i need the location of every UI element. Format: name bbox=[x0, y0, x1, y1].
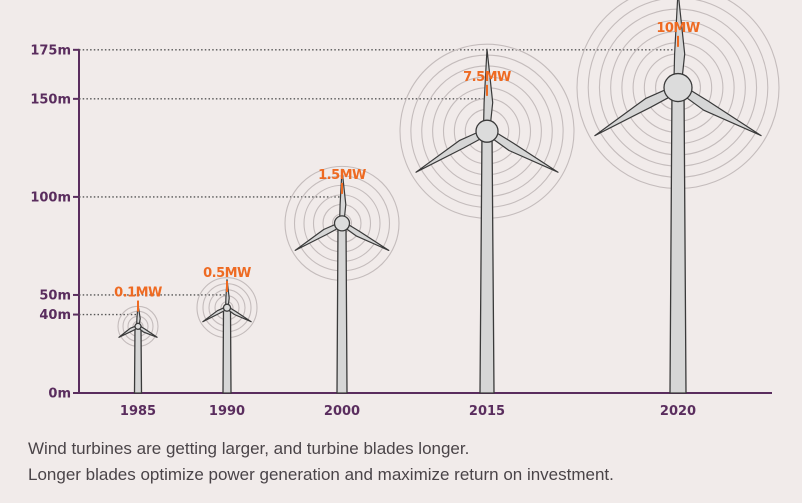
hub bbox=[222, 303, 232, 312]
y-tick-label-0m: 0m bbox=[48, 387, 71, 402]
caption-line-2: Longer blades optimize power generation … bbox=[28, 465, 614, 484]
capacity-label-0.5MW: 0.5MW bbox=[203, 266, 251, 281]
turbine-1985 bbox=[117, 303, 159, 394]
labels-layer: 0m 40m 50m 100m 150m 175m 0.1MW 1985 0.5MW 1990 1.… bbox=[30, 21, 700, 419]
x-tick-label-1990: 1990 bbox=[209, 404, 245, 419]
capacity-label-7.5MW: 7.5MW bbox=[463, 70, 511, 85]
hub bbox=[663, 72, 693, 103]
turbine-2000 bbox=[284, 165, 400, 394]
hub bbox=[475, 119, 499, 143]
tower bbox=[479, 130, 495, 394]
x-tick-label-1985: 1985 bbox=[120, 404, 156, 419]
capacity-label-1.5MW: 1.5MW bbox=[318, 168, 366, 183]
hub bbox=[333, 215, 351, 232]
axis-layer bbox=[73, 48, 772, 394]
x-tick-label-2000: 2000 bbox=[324, 404, 360, 419]
x-tick-label-2020: 2020 bbox=[660, 404, 696, 419]
y-tick-label-175m: 175m bbox=[30, 43, 71, 58]
turbine-1990 bbox=[196, 277, 258, 394]
y-tick-label-100m: 100m bbox=[30, 190, 71, 205]
turbine-2015 bbox=[399, 43, 575, 394]
turbine-2020 bbox=[576, 0, 780, 394]
tower bbox=[222, 307, 232, 394]
y-tick-label-150m: 150m bbox=[30, 92, 71, 107]
blade bbox=[202, 307, 227, 323]
y-tick-label-50m: 50m bbox=[39, 288, 71, 303]
tower bbox=[669, 86, 687, 394]
y-tick-label-40m: 40m bbox=[39, 308, 71, 323]
capacity-label-0.1MW: 0.1MW bbox=[114, 286, 162, 301]
tower bbox=[336, 222, 348, 394]
tower bbox=[133, 325, 143, 394]
blade bbox=[673, 0, 686, 80]
blade bbox=[344, 223, 390, 251]
blade bbox=[227, 307, 252, 323]
hub bbox=[134, 322, 142, 330]
x-tick-label-2015: 2015 bbox=[469, 404, 505, 419]
blade bbox=[483, 48, 494, 126]
blade bbox=[415, 130, 484, 173]
turbines-layer bbox=[117, 0, 780, 394]
capacity-label-10MW: 10MW bbox=[656, 21, 700, 36]
caption-line-1: Wind turbines are getting larger, and tu… bbox=[28, 439, 470, 458]
blade bbox=[490, 130, 559, 173]
blade bbox=[294, 223, 340, 251]
